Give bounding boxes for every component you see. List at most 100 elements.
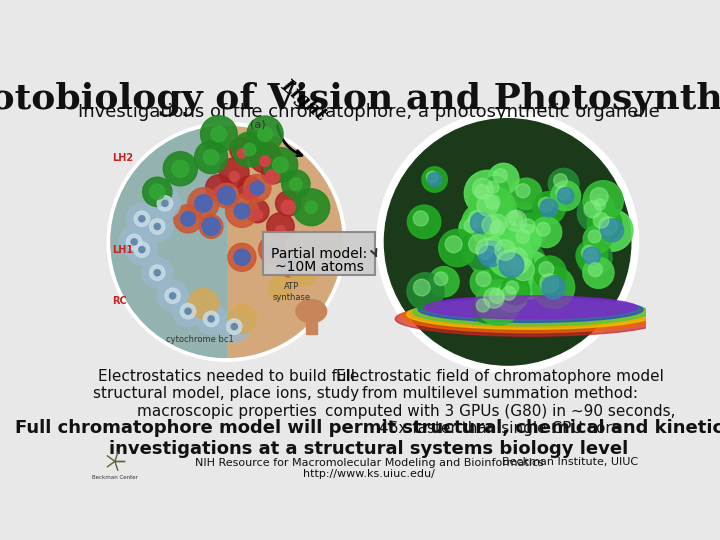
Circle shape — [472, 239, 505, 272]
Circle shape — [503, 206, 534, 238]
Circle shape — [252, 210, 263, 220]
Circle shape — [202, 218, 220, 235]
Circle shape — [225, 195, 258, 227]
Circle shape — [134, 242, 150, 257]
Text: LH2: LH2 — [112, 153, 134, 163]
Circle shape — [172, 160, 189, 177]
Ellipse shape — [413, 298, 649, 326]
Circle shape — [233, 132, 267, 167]
Circle shape — [107, 123, 346, 361]
Circle shape — [497, 202, 544, 249]
Circle shape — [282, 170, 310, 198]
Circle shape — [514, 213, 547, 246]
Circle shape — [377, 111, 639, 373]
Circle shape — [208, 316, 215, 322]
Circle shape — [189, 288, 218, 319]
Circle shape — [477, 194, 498, 216]
Circle shape — [588, 230, 601, 243]
Circle shape — [557, 187, 574, 204]
Circle shape — [533, 192, 565, 224]
Circle shape — [134, 211, 150, 226]
Circle shape — [445, 236, 462, 253]
Circle shape — [478, 241, 504, 267]
Circle shape — [462, 227, 503, 269]
Circle shape — [516, 184, 530, 198]
Circle shape — [194, 141, 228, 174]
Circle shape — [428, 173, 441, 186]
Circle shape — [211, 126, 227, 142]
Circle shape — [234, 249, 250, 266]
Circle shape — [495, 240, 516, 260]
Circle shape — [513, 259, 534, 281]
Circle shape — [469, 211, 485, 227]
Circle shape — [598, 217, 617, 235]
Circle shape — [194, 194, 212, 212]
Text: cytochrome bc1: cytochrome bc1 — [166, 335, 233, 344]
Ellipse shape — [424, 296, 637, 319]
Circle shape — [464, 170, 510, 217]
Circle shape — [173, 296, 204, 327]
Circle shape — [228, 244, 256, 271]
Circle shape — [131, 239, 138, 245]
Circle shape — [531, 217, 562, 247]
Circle shape — [490, 289, 504, 303]
Circle shape — [484, 283, 516, 315]
Circle shape — [305, 201, 318, 213]
Circle shape — [429, 267, 459, 297]
Circle shape — [227, 319, 242, 334]
Circle shape — [577, 194, 616, 232]
Circle shape — [215, 184, 239, 208]
Circle shape — [142, 211, 173, 242]
Circle shape — [484, 215, 518, 248]
Wedge shape — [111, 126, 227, 357]
Circle shape — [542, 276, 565, 299]
Circle shape — [482, 177, 509, 203]
Circle shape — [459, 214, 489, 244]
Circle shape — [500, 276, 530, 305]
Circle shape — [554, 174, 567, 187]
Circle shape — [484, 288, 504, 308]
Circle shape — [408, 205, 441, 239]
Circle shape — [505, 281, 519, 294]
Circle shape — [196, 303, 227, 334]
Text: Electrostatic field of chromatophore model
from multilevel summation method:
com: Electrostatic field of chromatophore mod… — [325, 369, 675, 436]
Circle shape — [276, 191, 301, 216]
Text: Beckman Institute, UIUC: Beckman Institute, UIUC — [503, 457, 639, 468]
Circle shape — [583, 247, 600, 265]
Circle shape — [261, 161, 284, 184]
Circle shape — [180, 303, 196, 319]
Circle shape — [143, 177, 172, 206]
Circle shape — [590, 188, 608, 206]
Circle shape — [263, 147, 298, 182]
Circle shape — [549, 168, 579, 199]
Circle shape — [205, 174, 232, 201]
Circle shape — [234, 203, 250, 219]
Circle shape — [583, 181, 624, 221]
Circle shape — [591, 210, 633, 251]
Circle shape — [490, 221, 505, 235]
Circle shape — [469, 186, 516, 234]
Circle shape — [480, 189, 512, 221]
Circle shape — [290, 259, 318, 286]
Circle shape — [476, 272, 491, 287]
Circle shape — [204, 311, 219, 327]
Circle shape — [247, 116, 283, 152]
Circle shape — [246, 199, 269, 223]
Circle shape — [276, 253, 300, 277]
Circle shape — [251, 181, 264, 195]
Circle shape — [260, 156, 270, 166]
Circle shape — [142, 257, 173, 288]
Circle shape — [127, 234, 142, 249]
Circle shape — [188, 188, 219, 219]
Circle shape — [476, 280, 521, 325]
Circle shape — [228, 305, 256, 333]
Circle shape — [127, 204, 157, 234]
Circle shape — [157, 195, 173, 211]
Bar — [306, 311, 317, 334]
Circle shape — [139, 247, 145, 253]
Circle shape — [481, 207, 523, 249]
Circle shape — [230, 137, 254, 161]
Circle shape — [413, 211, 428, 226]
Circle shape — [258, 235, 287, 264]
Circle shape — [273, 157, 288, 173]
